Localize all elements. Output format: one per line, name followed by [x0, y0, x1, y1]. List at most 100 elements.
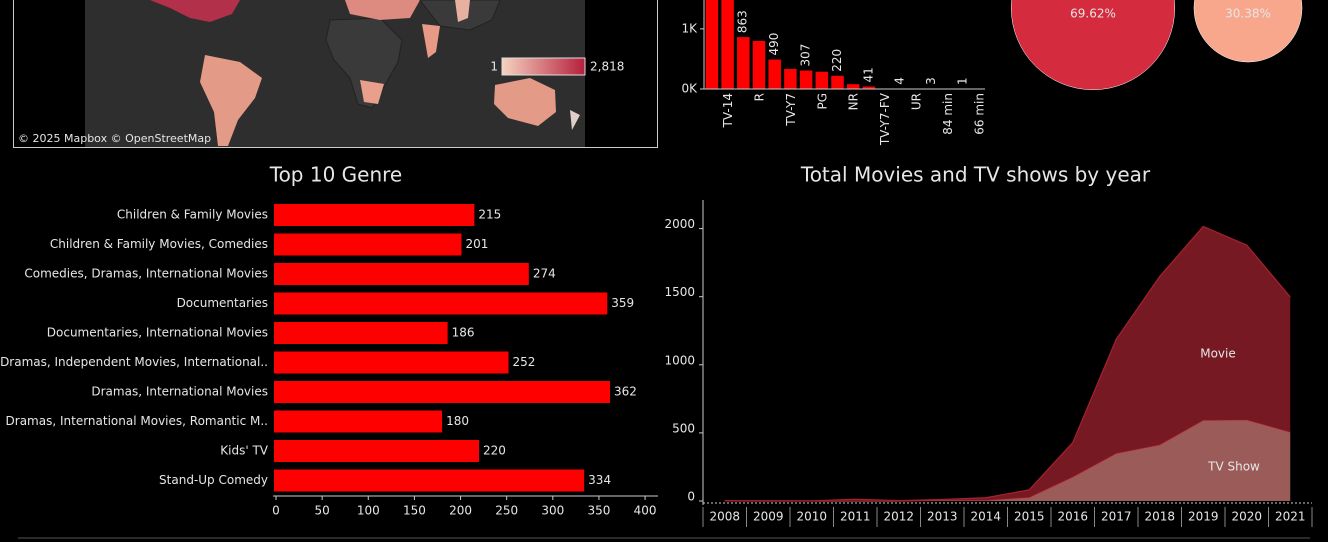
value-label: 334	[588, 473, 611, 487]
x-tick-label: 2021	[1275, 510, 1306, 524]
value-label: 307	[799, 44, 813, 67]
map-region	[455, 0, 470, 22]
bar	[274, 292, 608, 315]
bubble-label: 69.62%	[1070, 7, 1116, 21]
bar	[274, 263, 529, 285]
value-label: 274	[533, 267, 556, 281]
y-tick-label: Documentaries	[177, 296, 268, 310]
x-tick-label: 300	[541, 504, 564, 518]
y-tick-label: Comedies, Dramas, International Movies	[24, 267, 268, 281]
value-label: 863	[736, 10, 750, 33]
map-region	[200, 55, 262, 146]
bubble	[1193, 0, 1303, 63]
x-tick-label: TV-14	[721, 93, 735, 128]
bar	[831, 75, 844, 89]
bar	[721, 0, 734, 89]
y-tick-label: Dramas, International Movies, Romantic M…	[6, 414, 268, 428]
bubble-label: 30.38%	[1225, 7, 1271, 21]
x-tick-label: 2012	[883, 510, 914, 524]
x-tick-label: 84 min	[941, 93, 955, 135]
x-tick-label: 2013	[927, 510, 958, 524]
bar	[705, 0, 719, 89]
x-tick-label: 2019	[1188, 510, 1219, 524]
y-tick-label: 2000	[664, 217, 695, 231]
y-tick-label: Dramas, Independent Movies, Internationa…	[0, 355, 268, 369]
attribution: © 2025 Mapbox © OpenStreetMap	[18, 132, 211, 145]
bar	[274, 410, 443, 433]
x-tick-label: 400	[634, 504, 657, 518]
y-tick-label: Kids' TV	[220, 444, 269, 458]
x-tick-label: 250	[495, 504, 518, 518]
x-tick-label: 2009	[753, 510, 784, 524]
x-tick-label: 2010	[796, 510, 827, 524]
bar	[274, 322, 448, 344]
map-border	[13, 0, 658, 148]
area	[724, 419, 1291, 501]
x-tick-label: TV-Y7	[784, 93, 798, 127]
x-tick-label: 2016	[1057, 510, 1088, 524]
value-label: 220	[830, 49, 844, 72]
bar	[737, 37, 750, 89]
y-tick-label: Documentaries, International Movies	[47, 326, 268, 340]
x-tick-label: TV-Y7-FV	[878, 92, 892, 146]
x-tick-label: UR	[909, 93, 923, 110]
x-tick-label: 0	[272, 504, 280, 518]
value-label: 1	[956, 77, 970, 85]
bar	[752, 40, 766, 89]
bar	[846, 84, 860, 89]
bar	[274, 233, 462, 256]
y-tick-label: 1000	[664, 353, 695, 367]
value-label: 362	[614, 385, 637, 399]
legend-max: 2,818	[590, 60, 624, 74]
x-tick-label: 2011	[840, 510, 871, 524]
y-tick-label: 1K	[681, 21, 698, 35]
x-tick-label: 2008	[709, 510, 740, 524]
bar	[799, 70, 813, 89]
bar	[784, 68, 797, 89]
legend-min: 1	[490, 60, 498, 74]
color-legend	[501, 57, 586, 76]
value-label: 359	[611, 296, 634, 310]
y-tick-label: 500	[672, 421, 695, 435]
value-label: 41	[861, 67, 875, 82]
x-tick-label: 2015	[1014, 510, 1045, 524]
map-region	[570, 110, 580, 130]
area	[724, 226, 1291, 502]
bubble	[1011, 0, 1175, 90]
area-edge	[724, 225, 1291, 502]
y-tick-label: Stand-Up Comedy	[159, 473, 268, 487]
map-region	[345, 0, 420, 20]
value-label: 186	[452, 326, 475, 340]
bar	[274, 351, 509, 374]
bar	[815, 71, 829, 89]
bar	[274, 440, 479, 462]
bar	[768, 59, 781, 89]
bar	[274, 381, 611, 403]
value-label: 4	[893, 77, 907, 85]
y-tick-label: Dramas, International Movies	[91, 385, 268, 399]
bar	[274, 469, 585, 492]
bar	[862, 86, 876, 89]
y-tick-label: 0K	[681, 82, 698, 96]
map-region	[150, 0, 240, 22]
map-region	[422, 24, 440, 58]
value-label: 490	[767, 33, 781, 56]
chart-title: Top 10 Genre	[269, 163, 402, 187]
y-tick-label: 1500	[664, 285, 695, 299]
y-tick-label: 0	[687, 490, 695, 504]
series-label: Movie	[1200, 347, 1236, 361]
x-tick-label: 2018	[1144, 510, 1175, 524]
x-tick-label: 150	[403, 504, 426, 518]
value-label: 252	[513, 355, 536, 369]
x-tick-label: 2017	[1101, 510, 1132, 524]
value-label: 220	[483, 444, 506, 458]
y-tick-label: Children & Family Movies, Comedies	[50, 237, 268, 251]
x-tick-label: 100	[357, 504, 380, 518]
x-tick-label: 2014	[970, 510, 1001, 524]
value-label: 215	[478, 208, 501, 222]
x-tick-label: PG	[815, 93, 829, 110]
bar	[274, 204, 475, 226]
value-label: 180	[446, 414, 469, 428]
x-tick-label: 200	[449, 504, 472, 518]
